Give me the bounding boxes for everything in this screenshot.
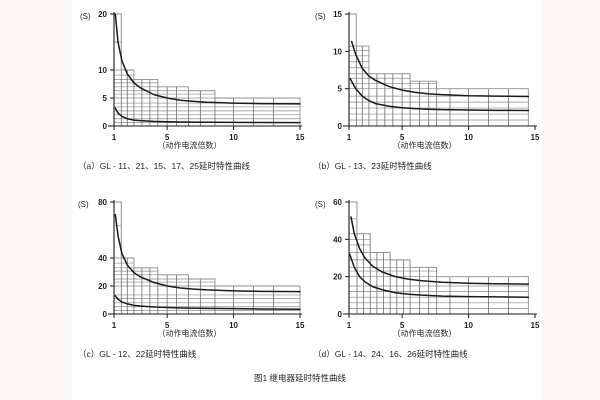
- y-unit-label-d: (S): [315, 200, 326, 209]
- x-axis-title-d: （动作电流倍数）: [392, 329, 457, 338]
- x-tick-label-c-5: 5: [165, 321, 170, 330]
- step-envelope-d: [348, 201, 529, 315]
- grid-lines-a: [114, 14, 300, 126]
- y-unit-label-b: (S): [315, 12, 326, 21]
- plot-area-c: 1 5 10 15 0 20 40 80: [72, 190, 307, 340]
- y-tick-label-c-80: 80: [98, 198, 107, 207]
- figure-caption: 图1 继电器延时特性曲线: [253, 373, 347, 383]
- x-axis-title-a: （动作电流倍数）: [157, 141, 222, 150]
- x-tick-label-c-10: 10: [229, 321, 238, 330]
- x-tick-label-a-1: 1: [112, 133, 117, 142]
- curve-a-lower-envelope-curve: [114, 107, 301, 124]
- x-tick-label-b-10: 10: [464, 133, 473, 142]
- x-axis-title-b: （动作电流倍数）: [392, 141, 457, 150]
- x-tick-label-b-1: 1: [347, 133, 352, 142]
- grid-lines-c: [114, 202, 300, 314]
- step-envelope-b: [348, 13, 529, 127]
- curve-c-lower-envelope-curve: [114, 295, 301, 310]
- plot-area-d: 1 5 10 15 0 20 40 60: [307, 190, 542, 340]
- y-tick-label-a-5: 5: [103, 94, 108, 103]
- step-envelope-c: [113, 201, 301, 315]
- curve-d-upper-envelope-curve: [350, 216, 530, 285]
- step-envelope-a: [113, 13, 301, 127]
- plot-area-a: 1 5 10 15 0 5 10 20: [72, 2, 307, 152]
- plot-area-b: 1 5 10 15 0 5 10 15: [307, 2, 542, 152]
- y-tick-label-d-40: 40: [333, 235, 342, 244]
- x-axis-title-c: （动作电流倍数）: [157, 329, 222, 338]
- y-tick-label-b-0: 0: [338, 122, 343, 131]
- figure-grid: 1 5 10 15 0 5 10 20 (S) （动作电流倍数） （a）GL - 11、21、…: [72, 0, 542, 400]
- y-unit-label-a: (S): [80, 12, 91, 21]
- y-tick-label-b-5: 5: [338, 85, 343, 94]
- x-tick-label-d-1: 1: [347, 321, 352, 330]
- x-tick-label-d-5: 5: [400, 321, 405, 330]
- curve-c-upper-envelope-curve: [114, 213, 301, 293]
- curve-d-lower-envelope-curve: [348, 253, 530, 298]
- y-tick-label-b-10: 10: [333, 47, 342, 56]
- x-tick-label-d-10: 10: [464, 321, 473, 330]
- curve-b-upper-envelope-curve: [350, 40, 530, 98]
- y-unit-label-c: (S): [78, 200, 89, 209]
- y-tick-label-d-0: 0: [338, 310, 343, 319]
- x-tick-label-a-10: 10: [229, 133, 238, 142]
- y-tick-label-b-15: 15: [333, 10, 342, 19]
- x-tick-label-c-15: 15: [296, 321, 305, 330]
- y-tick-label-c-20: 20: [98, 282, 107, 291]
- y-tick-label-a-10: 10: [98, 66, 107, 75]
- curve-a-upper-envelope-curve: [114, 13, 301, 105]
- y-tick-label-a-0: 0: [103, 122, 108, 131]
- panel-caption-a: （a）GL - 11、21、15、17、25延时特性曲线: [78, 161, 250, 171]
- left-margin-band: [0, 0, 72, 400]
- curve-b-lower-envelope-curve: [349, 78, 530, 112]
- chart-panel-d: 1 5 10 15 0 20 40 60 (S) （动作电流倍数） （d）GL - 14、24…: [307, 190, 542, 372]
- x-tick-label-d-15: 15: [531, 321, 540, 330]
- x-tick-label-b-5: 5: [400, 133, 405, 142]
- y-tick-label-c-40: 40: [98, 254, 107, 263]
- x-tick-label-c-1: 1: [112, 321, 117, 330]
- chart-panel-c: 1 5 10 15 0 20 40 80 (S) （动作电流倍数） （c）GL - 12、22…: [72, 190, 307, 372]
- panel-caption-d: （d）GL - 14、24、16、26延时特性曲线: [313, 349, 468, 359]
- right-margin-band: [542, 0, 600, 400]
- panel-caption-b: （b）GL - 13、23延时特性曲线: [313, 161, 432, 171]
- x-tick-label-a-5: 5: [165, 133, 170, 142]
- y-tick-label-d-60: 60: [333, 198, 342, 207]
- chart-panel-b: 1 5 10 15 0 5 10 15 (S) （动作电流倍数） （b）GL - 13、23延…: [307, 2, 542, 184]
- x-tick-label-a-15: 15: [296, 133, 305, 142]
- y-tick-label-c-0: 0: [103, 310, 108, 319]
- chart-panel-a: 1 5 10 15 0 5 10 20 (S) （动作电流倍数） （a）GL - 11、21、…: [72, 2, 307, 184]
- y-tick-label-d-20: 20: [333, 273, 342, 282]
- y-tick-label-a-20: 20: [98, 10, 107, 19]
- panel-caption-c: （c）GL - 12、22延时特性曲线: [78, 349, 197, 359]
- x-tick-label-b-15: 15: [531, 133, 540, 142]
